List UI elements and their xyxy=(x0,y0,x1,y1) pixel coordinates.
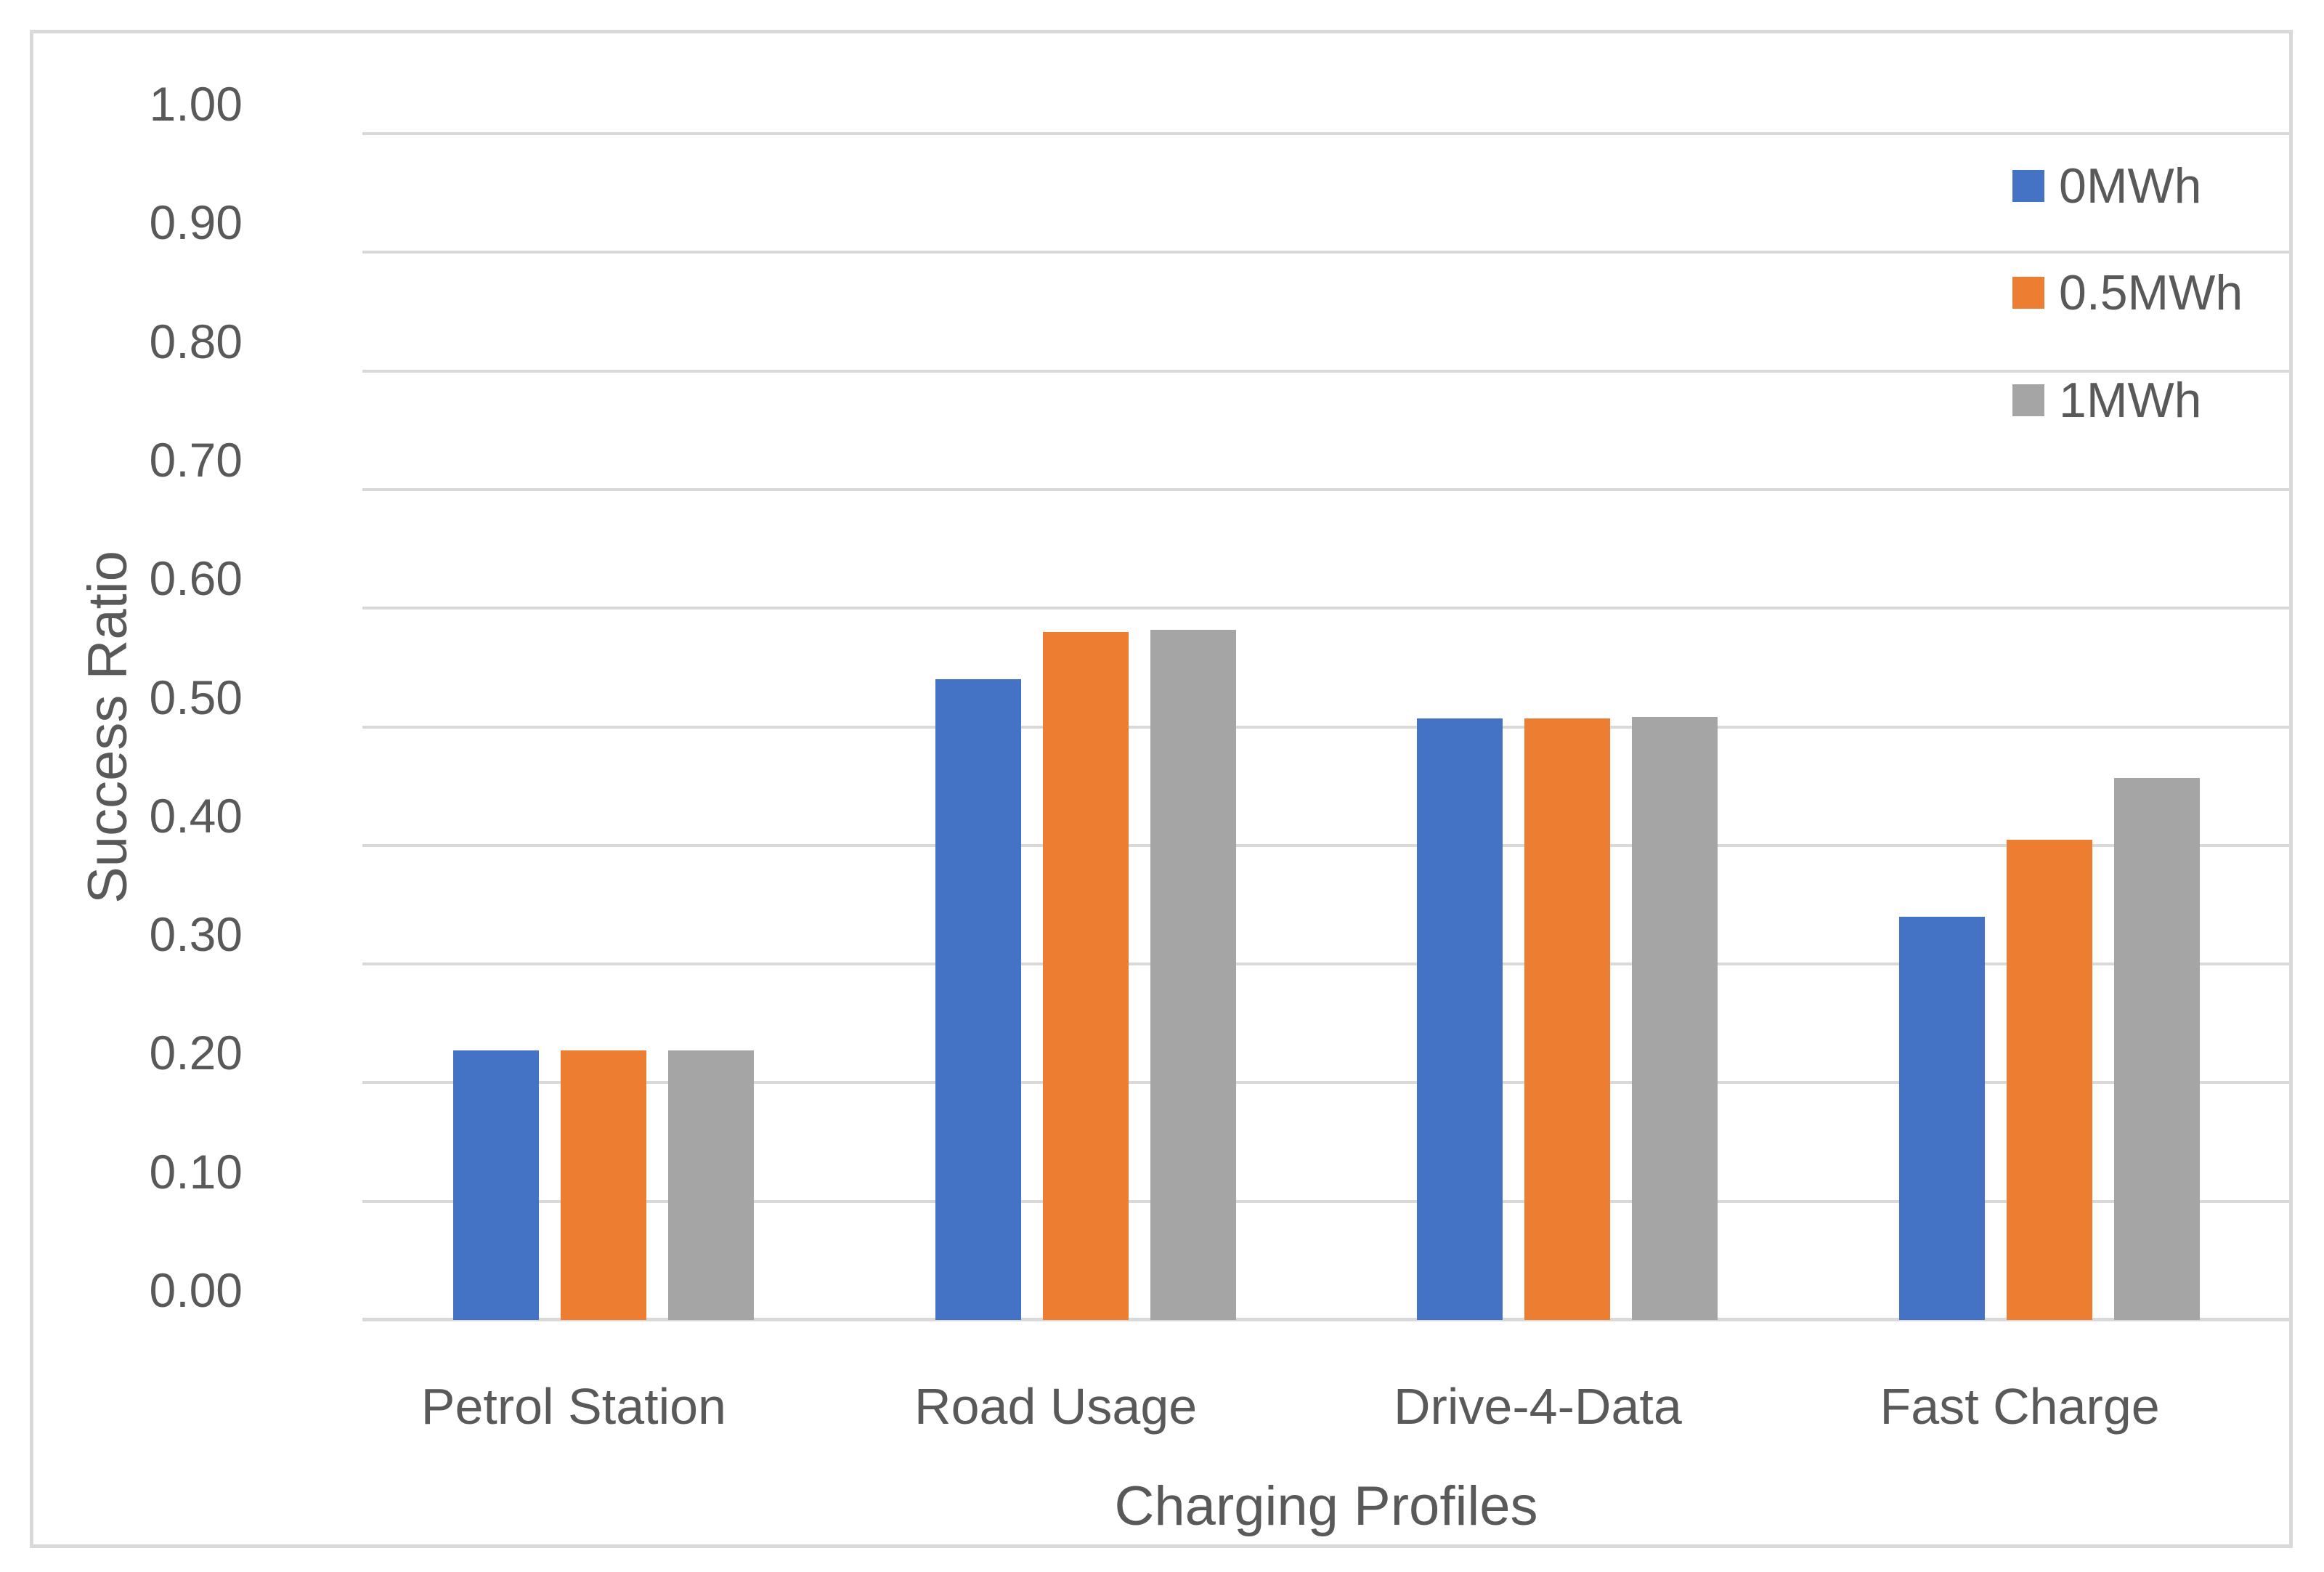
y-tick-label: 1.00 xyxy=(149,77,243,131)
bar-1MWh xyxy=(1632,717,1718,1320)
bar-0.5MWh xyxy=(560,1050,646,1320)
legend-item: 1MWh xyxy=(2012,371,2201,429)
gridline xyxy=(362,1081,2291,1085)
bar-1MWh xyxy=(1150,629,1236,1320)
y-tick-label: 0.30 xyxy=(149,907,243,962)
y-tick-label: 0.70 xyxy=(149,432,243,487)
category-label: Road Usage xyxy=(914,1378,1198,1435)
category-label: Petrol Station xyxy=(420,1378,726,1435)
legend-swatch xyxy=(2012,277,2044,309)
y-tick-label: 0.00 xyxy=(149,1263,243,1317)
bar-0MWh xyxy=(1899,916,1986,1320)
legend-swatch xyxy=(2012,384,2044,416)
bar-0.5MWh xyxy=(2007,839,2093,1320)
gridline xyxy=(362,725,2291,729)
y-axis-title: Success Ratio xyxy=(77,551,139,904)
legend-label: 0MWh xyxy=(2059,158,2202,214)
y-tick-label: 0.10 xyxy=(149,1144,243,1199)
chart-frame: Success Ratio 0.00 0.10 0.20 0.30 0.40 0.50 0.… xyxy=(30,30,2293,1548)
category-label: Drive-4-Data xyxy=(1393,1378,1682,1435)
x-axis-title: Charging Profiles xyxy=(1114,1475,1538,1537)
y-tick-label: 0.20 xyxy=(149,1026,243,1080)
bar-0MWh xyxy=(452,1050,539,1320)
bar-0.5MWh xyxy=(1524,718,1611,1320)
legend-swatch xyxy=(2012,170,2044,202)
gridline xyxy=(362,487,2291,491)
gridline xyxy=(362,843,2291,847)
category-label: Fast Charge xyxy=(1880,1378,2160,1435)
bar-0MWh xyxy=(1417,718,1503,1320)
bar-0MWh xyxy=(935,679,1021,1320)
bar-0.5MWh xyxy=(1042,631,1129,1320)
y-tick-label: 0.40 xyxy=(149,788,243,843)
plot-area xyxy=(362,132,2291,1321)
bar-1MWh xyxy=(2114,777,2201,1320)
legend-item: 0.5MWh xyxy=(2012,264,2243,322)
gridline xyxy=(362,607,2291,610)
y-tick-label: 0.60 xyxy=(149,551,243,606)
y-tick-label: 0.80 xyxy=(149,314,243,368)
y-tick-label: 0.90 xyxy=(149,195,243,250)
bar-1MWh xyxy=(667,1050,754,1320)
legend-label: 0.5MWh xyxy=(2059,265,2243,320)
gridline xyxy=(362,251,2291,254)
gridline xyxy=(362,132,2291,135)
legend-label: 1MWh xyxy=(2059,373,2202,428)
y-tick-label: 0.50 xyxy=(149,670,243,724)
gridline xyxy=(362,963,2291,966)
x-axis-line xyxy=(362,1318,2291,1321)
gridline xyxy=(362,369,2291,373)
gridline xyxy=(362,1199,2291,1203)
legend-item: 0MWh xyxy=(2012,157,2201,215)
